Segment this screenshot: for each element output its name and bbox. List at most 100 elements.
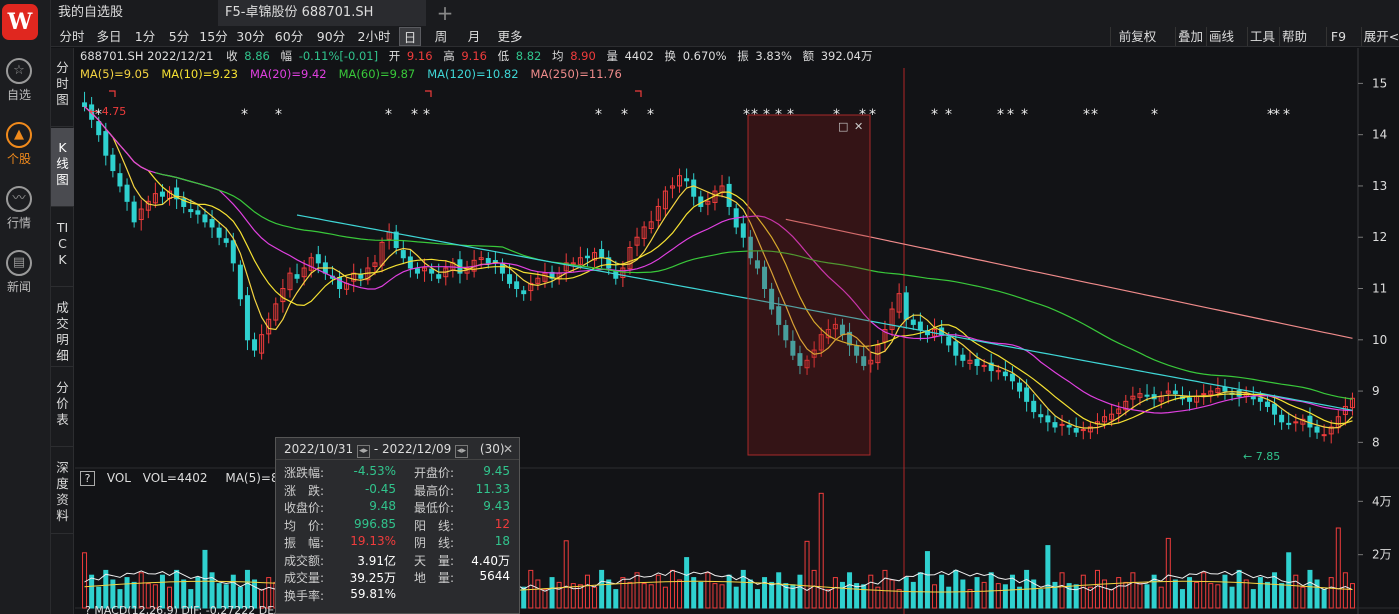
tab-watchlist[interactable]: 我的自选股	[58, 5, 124, 20]
popup-label: 振 幅:	[284, 536, 325, 550]
event-star-marker[interactable]: *	[1151, 107, 1158, 123]
news-icon: ▤	[6, 250, 32, 276]
high-price-marker: ← 4.75	[89, 105, 126, 118]
event-star-marker[interactable]: *	[647, 107, 654, 123]
event-star-marker[interactable]: *	[275, 107, 282, 123]
nav-item-3[interactable]: ▤ 新闻	[0, 250, 38, 308]
tool-button-5[interactable]: F9	[1326, 27, 1350, 46]
event-star-marker[interactable]: *	[1007, 107, 1014, 123]
period-button-3[interactable]: 5分	[168, 29, 190, 44]
volume-bar	[1264, 581, 1270, 609]
event-star-marker[interactable]: *	[945, 107, 952, 123]
event-star-marker[interactable]: *	[423, 107, 430, 123]
open-value: 9.16	[406, 49, 433, 63]
period-button-9[interactable]: 日	[399, 27, 421, 46]
ma120-line	[296, 214, 1353, 411]
candle-body	[1087, 426, 1093, 433]
event-star-marker[interactable]: *	[595, 107, 602, 123]
range-end: 2022/12/09	[382, 442, 452, 456]
event-star-marker[interactable]: *	[95, 107, 102, 123]
period-button-5[interactable]: 30分	[236, 29, 265, 44]
candle-body	[499, 263, 505, 274]
event-star-marker[interactable]: *	[1283, 107, 1290, 123]
ma60-line	[155, 172, 1353, 400]
period-button-12[interactable]: 更多	[497, 29, 523, 44]
range-start-stepper[interactable]: ◂▸	[357, 445, 371, 458]
event-star-marker[interactable]: *	[1273, 107, 1280, 123]
event-star-marker[interactable]: *	[241, 107, 248, 123]
restore-icon[interactable]: □	[838, 120, 848, 133]
volume-bar	[1087, 586, 1093, 609]
event-star-marker[interactable]: *	[1267, 107, 1274, 123]
candle-body	[910, 319, 916, 325]
tool-button-4[interactable]: 帮助	[1279, 27, 1309, 46]
event-star-marker[interactable]: *	[743, 107, 750, 123]
volume-bar	[1222, 574, 1228, 609]
side-tab-1[interactable]: K线图	[51, 128, 74, 207]
side-tab-4[interactable]: 分价表	[51, 368, 74, 447]
tool-button-3[interactable]: 工具	[1247, 27, 1277, 46]
candle-body	[294, 274, 300, 279]
period-button-11[interactable]: 月	[467, 29, 481, 44]
candle-body	[634, 236, 640, 246]
period-button-10[interactable]: 周	[434, 29, 448, 44]
side-tab-2[interactable]: TICK	[51, 208, 74, 287]
volume-bar	[981, 581, 987, 609]
period-button-4[interactable]: 15分	[199, 29, 228, 44]
candle-body	[202, 214, 208, 223]
candle-body	[422, 267, 428, 272]
period-button-1[interactable]: 多日	[96, 29, 122, 44]
tool-button-0[interactable]: 前复权	[1110, 27, 1164, 46]
period-button-8[interactable]: 2小时	[357, 29, 391, 44]
event-star-marker[interactable]: *	[385, 107, 392, 123]
side-tab-3[interactable]: 成交明细	[51, 288, 74, 367]
app-logo[interactable]: W	[2, 4, 38, 40]
tool-button-2[interactable]: 画线	[1206, 27, 1236, 46]
nav-item-0[interactable]: ☆ 自选	[0, 58, 38, 116]
close-icon[interactable]: ✕	[854, 120, 863, 133]
tab-stock[interactable]: F5-卓锦股份 688701.SH	[218, 0, 426, 26]
tab-strip: 我的自选股 F5-卓锦股份 688701.SH +	[51, 0, 1399, 26]
popup-label: 均 价:	[284, 518, 325, 533]
side-tab-5[interactable]: 深度资料	[51, 448, 74, 534]
period-button-0[interactable]: 分时	[59, 29, 85, 44]
candle-body	[1293, 421, 1299, 424]
price-tick-label: 9	[1372, 384, 1380, 398]
period-button-6[interactable]: 60分	[274, 29, 304, 44]
event-star-marker[interactable]: *	[997, 107, 1004, 123]
candle-body	[1031, 400, 1037, 413]
candle-body	[818, 334, 824, 351]
event-star-marker[interactable]: *	[869, 107, 876, 123]
left-nav-rail: W ☆ 自选 ▲ 个股〰行情 ▤ 新闻	[0, 0, 51, 614]
volume-bar	[627, 581, 633, 609]
help-icon[interactable]: ?	[80, 471, 95, 486]
volume-bar	[910, 581, 916, 609]
candle-body	[1059, 423, 1065, 426]
nav-item-1[interactable]: ▲ 个股	[0, 122, 38, 180]
ma20-line	[84, 106, 1353, 414]
volume-bar	[804, 540, 810, 609]
add-tab-button[interactable]: +	[436, 1, 454, 25]
event-star-marker[interactable]: *	[621, 107, 628, 123]
volume-bar	[882, 569, 888, 609]
event-star-marker[interactable]: *	[931, 107, 938, 123]
range-end-stepper[interactable]: ◂▸	[455, 445, 469, 458]
range-selection-box[interactable]	[747, 114, 871, 456]
k-line-chart[interactable]: 89101112131415**************************…	[75, 48, 1399, 614]
event-star-marker[interactable]: *	[411, 107, 418, 123]
close-icon[interactable]: ✕	[502, 442, 513, 456]
event-star-marker[interactable]: *	[1091, 107, 1098, 123]
tool-button-6[interactable]: 展开<	[1361, 27, 1399, 46]
tool-button-1[interactable]: 叠加	[1175, 27, 1205, 46]
ma-legend-0: MA(5)=9.05	[80, 67, 150, 81]
event-star-marker[interactable]: *	[1021, 107, 1028, 123]
volume-bar	[535, 579, 541, 609]
period-button-2[interactable]: 1分	[134, 29, 156, 44]
period-button-7[interactable]: 90分	[316, 29, 346, 44]
volume-bar	[599, 569, 605, 609]
side-tab-0[interactable]: 分时图	[51, 48, 74, 127]
volume-bar	[1094, 569, 1100, 609]
nav-item-2[interactable]: 〰行情	[0, 186, 38, 244]
candle-body	[1137, 393, 1143, 398]
event-star-marker[interactable]: *	[1083, 107, 1090, 123]
